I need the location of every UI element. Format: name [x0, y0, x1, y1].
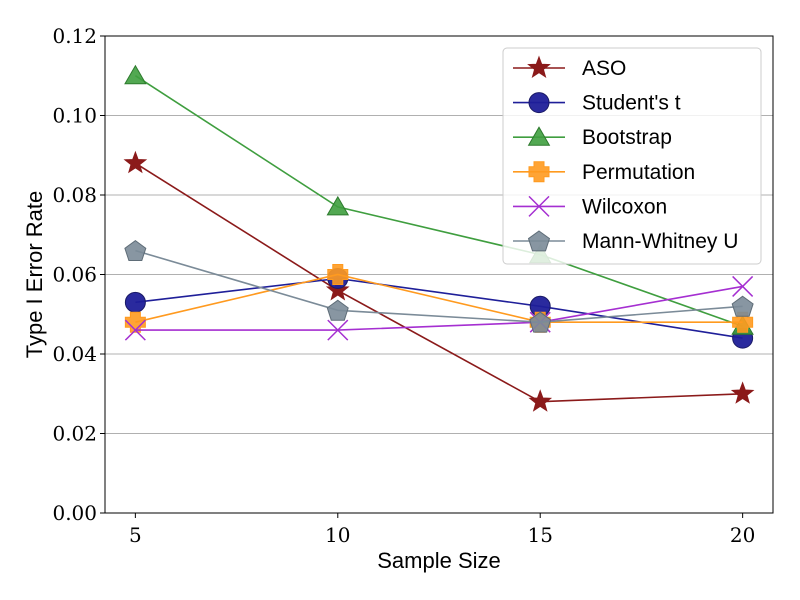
series-1: [124, 267, 754, 349]
legend-label: Permutation: [582, 161, 695, 184]
legend-box: [502, 47, 762, 265]
legend-marker: [528, 195, 550, 217]
data-point: [124, 319, 146, 341]
data-point: [325, 277, 350, 301]
series-line: [135, 277, 743, 339]
x-tick-label: 5: [129, 523, 142, 547]
legend: ASO Student's t Bootstrap Permutation Wilcox…: [502, 47, 762, 265]
y-axis-title: Type I Error Rate: [22, 191, 47, 359]
legend-marker: [527, 55, 551, 79]
y-tick-label: 0.08: [52, 183, 97, 207]
legend-item: Bootstrap: [513, 126, 672, 149]
data-point: [124, 291, 146, 313]
data-point: [124, 239, 147, 261]
series-4: [124, 275, 754, 341]
data-point: [124, 64, 147, 85]
legend-label: Wilcoxon: [582, 195, 667, 218]
x-tick-label: 20: [730, 523, 755, 547]
series-line: [134, 75, 743, 327]
legend-marker: [527, 230, 551, 252]
data-point: [731, 295, 754, 317]
series-line: [135, 285, 743, 331]
legend-label: Mann-Whitney U: [582, 230, 738, 253]
legend-item: Permutation: [513, 161, 695, 184]
data-point: [124, 311, 146, 333]
legend-item: ASO: [513, 55, 626, 80]
y-tick-label: 0.02: [52, 422, 97, 446]
data-point: [327, 264, 349, 285]
legend-marker: [528, 161, 550, 183]
legend-item: Wilcoxon: [513, 195, 667, 218]
data-point: [732, 275, 754, 297]
series-line: [134, 162, 743, 403]
data-point: [326, 299, 349, 321]
series-layer: [123, 64, 755, 412]
y-tick-label: 0.12: [52, 24, 97, 48]
data-point: [529, 311, 552, 333]
data-point: [327, 319, 349, 341]
series-line: [135, 273, 743, 324]
x-tick-label: 10: [325, 523, 350, 547]
y-tick-label: 0.10: [52, 104, 97, 128]
legend-marker: [527, 126, 551, 146]
series-line: [135, 249, 743, 324]
y-tick-label: 0.00: [52, 501, 97, 525]
data-point: [123, 150, 148, 174]
data-point: [326, 195, 350, 216]
data-point: [528, 389, 553, 412]
legend-label: Student's t: [582, 92, 681, 115]
x-tick-label: 15: [527, 523, 552, 547]
y-tick-label: 0.06: [52, 263, 97, 287]
x-axis-title: Sample Size: [377, 548, 501, 573]
legend-item: Mann-Whitney U: [513, 230, 738, 253]
series-3: [124, 264, 754, 333]
axis-ticks: 0.00 0.02 0.04 0.06 0.08 0.10 0.12 5 10 15 20: [52, 24, 755, 547]
series-5: [124, 239, 754, 333]
data-point: [732, 311, 754, 333]
y-tick-label: 0.04: [52, 342, 97, 366]
legend-marker: [528, 92, 550, 114]
data-point: [730, 381, 755, 404]
legend-label: Bootstrap: [582, 126, 672, 149]
series-0: [123, 150, 755, 412]
legend-item: Student's t: [513, 92, 681, 115]
legend-label: ASO: [582, 57, 626, 80]
